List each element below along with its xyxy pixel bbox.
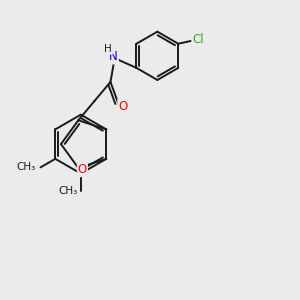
Text: CH₃: CH₃ xyxy=(17,162,36,172)
Text: H: H xyxy=(104,44,112,54)
Text: O: O xyxy=(78,163,87,176)
Text: Cl: Cl xyxy=(192,33,204,46)
Text: O: O xyxy=(118,100,128,112)
Text: CH₃: CH₃ xyxy=(58,186,77,196)
Text: N: N xyxy=(109,50,118,64)
